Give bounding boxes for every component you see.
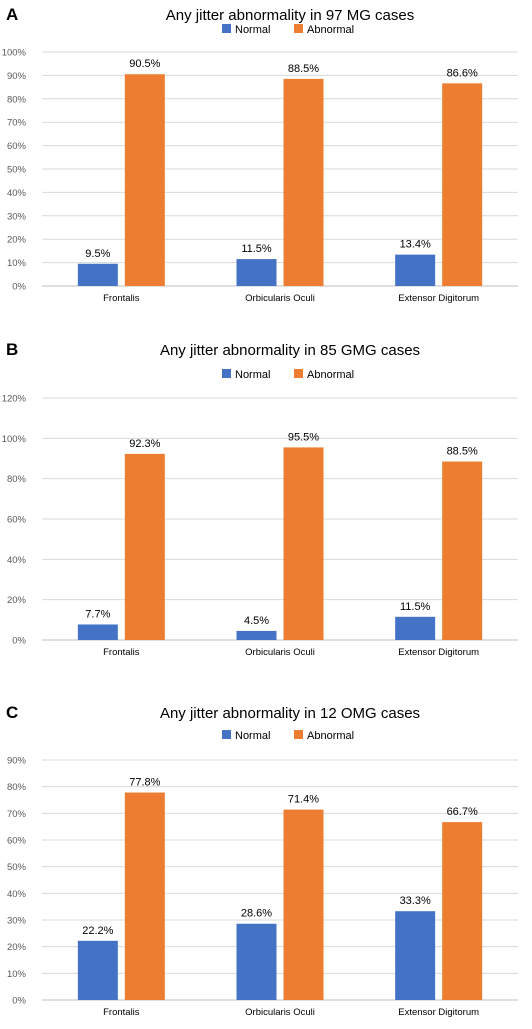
bar-abnormal — [283, 809, 324, 1000]
data-label: 33.3% — [400, 895, 431, 907]
y-tick-label: 30% — [7, 916, 27, 927]
y-tick-label: 20% — [7, 595, 27, 606]
y-tick-label: 80% — [7, 94, 27, 105]
legend-swatch-abnormal — [294, 24, 303, 33]
y-tick-label: 30% — [7, 211, 27, 222]
bar-abnormal — [442, 461, 483, 640]
bar-abnormal — [283, 447, 324, 640]
chart-panel-c: C Any jitter abnormality in 12 OMG cases N… — [6, 703, 518, 1018]
y-tick-label: 100% — [2, 434, 27, 445]
bar-normal — [236, 630, 277, 640]
legend-label-normal: Normal — [235, 24, 270, 36]
chart-panel-a: A Any jitter abnormality in 97 MG casesNo… — [2, 5, 518, 304]
legend-swatch-normal — [222, 730, 231, 739]
x-tick-label: Orbicularis Oculi — [245, 1007, 315, 1018]
y-tick-label: 90% — [7, 71, 27, 82]
y-tick-label: 90% — [7, 756, 27, 767]
data-label: 11.5% — [241, 243, 272, 255]
bar-abnormal — [124, 453, 165, 640]
y-tick-label: 120% — [2, 394, 27, 405]
y-tick-label: 50% — [7, 862, 27, 873]
chart-title: Any jitter abnormality in 85 GMG cases — [160, 342, 420, 359]
data-label: 22.2% — [82, 925, 113, 937]
y-tick-label: 80% — [7, 474, 27, 485]
x-tick-label: Frontalis — [103, 1007, 140, 1018]
x-tick-label: Orbicularis Oculi — [245, 647, 315, 658]
data-label: 66.7% — [447, 806, 478, 818]
legend-swatch-normal — [222, 369, 231, 378]
y-tick-label: 40% — [7, 889, 27, 900]
y-tick-label: 0% — [12, 636, 26, 647]
chart-title: Any jitter abnormality in 97 MG cases — [166, 7, 414, 24]
data-label: 95.5% — [288, 431, 319, 443]
y-tick-label: 80% — [7, 782, 27, 793]
chart-title: Any jitter abnormality in 12 OMG cases — [160, 705, 420, 722]
chart-panel-b: B Any jitter abnormality in 85 GMG cases N… — [2, 340, 518, 658]
data-label: 90.5% — [129, 58, 160, 70]
bar-normal — [395, 911, 436, 1000]
legend-swatch-abnormal — [294, 369, 303, 378]
y-tick-label: 60% — [7, 515, 27, 526]
y-tick-label: 70% — [7, 118, 27, 129]
y-tick-label: 20% — [7, 942, 27, 953]
bar-normal — [77, 263, 118, 286]
bar-normal — [395, 616, 436, 640]
x-tick-label: Frontalis — [103, 647, 140, 658]
panel-label: C — [6, 703, 18, 722]
y-tick-label: 40% — [7, 555, 27, 566]
bar-abnormal — [442, 83, 483, 286]
x-tick-label: Orbicularis Oculi — [245, 293, 315, 304]
data-label: 28.6% — [241, 908, 272, 920]
data-label: 4.5% — [244, 615, 269, 627]
y-tick-label: 60% — [7, 836, 27, 847]
legend-label-abnormal: Abnormal — [307, 24, 354, 36]
data-label: 77.8% — [129, 777, 160, 789]
data-label: 13.4% — [400, 239, 431, 251]
data-label: 86.6% — [447, 67, 478, 79]
data-label: 11.5% — [400, 601, 431, 613]
bar-normal — [77, 940, 118, 1000]
y-tick-label: 10% — [7, 258, 27, 269]
y-tick-label: 70% — [7, 809, 27, 820]
bar-normal — [395, 254, 436, 286]
bar-normal — [236, 923, 277, 1000]
y-tick-label: 20% — [7, 235, 27, 246]
x-tick-label: Frontalis — [103, 293, 140, 304]
y-tick-label: 0% — [12, 996, 26, 1007]
data-label: 71.4% — [288, 794, 319, 806]
bar-normal — [77, 624, 118, 640]
x-tick-label: Extensor Digitorum — [398, 647, 479, 658]
y-tick-label: 40% — [7, 188, 27, 199]
y-tick-label: 60% — [7, 141, 27, 152]
data-label: 92.3% — [129, 438, 160, 450]
bar-normal — [236, 259, 277, 286]
x-tick-label: Extensor Digitorum — [398, 293, 479, 304]
bar-abnormal — [124, 792, 165, 1000]
y-tick-label: 10% — [7, 969, 27, 980]
bar-abnormal — [283, 78, 324, 286]
legend-label-abnormal: Abnormal — [307, 369, 354, 381]
panel-label: B — [6, 340, 18, 359]
legend-label-normal: Normal — [235, 730, 270, 742]
data-label: 88.5% — [288, 63, 319, 75]
x-tick-label: Extensor Digitorum — [398, 1007, 479, 1018]
y-tick-label: 50% — [7, 165, 27, 176]
data-label: 88.5% — [447, 446, 478, 458]
bar-abnormal — [124, 74, 165, 286]
legend-label-normal: Normal — [235, 369, 270, 381]
legend-label-abnormal: Abnormal — [307, 730, 354, 742]
legend-swatch-normal — [222, 24, 231, 33]
y-tick-label: 100% — [2, 48, 27, 59]
legend-swatch-abnormal — [294, 730, 303, 739]
bar-abnormal — [442, 822, 483, 1000]
y-tick-label: 0% — [12, 282, 26, 293]
data-label: 7.7% — [85, 608, 110, 620]
panel-label: A — [6, 5, 18, 24]
data-label: 9.5% — [85, 248, 110, 260]
